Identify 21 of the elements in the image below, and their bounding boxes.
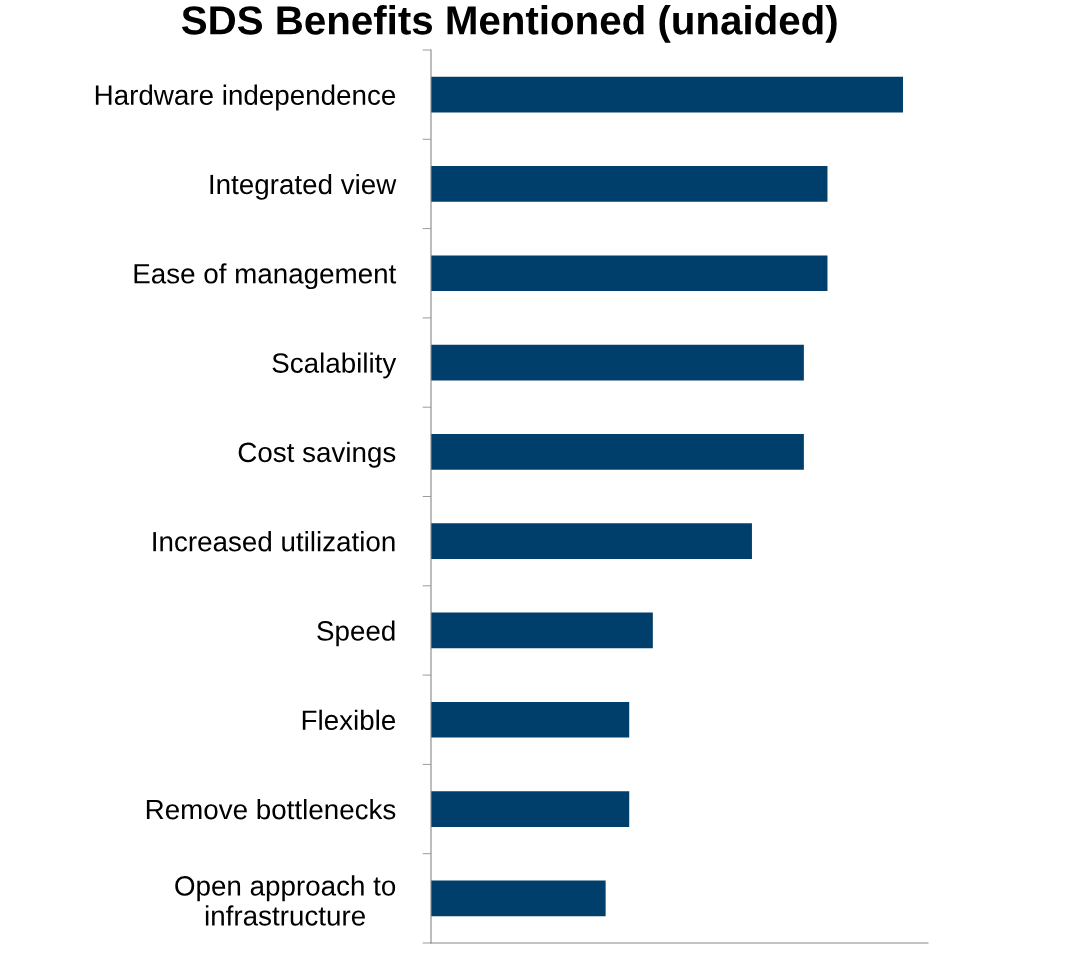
bar <box>431 523 752 560</box>
y-tick-label: Scalability <box>272 352 397 379</box>
y-tick-label: Increased utilization <box>153 531 395 552</box>
bar <box>431 166 828 202</box>
y-tick-label: Speed <box>317 620 395 647</box>
y-tick-label: Ease of management <box>134 263 397 290</box>
bar <box>431 880 606 917</box>
bar <box>431 791 630 827</box>
y-tick-label: Open approach to infrastructure <box>175 875 396 926</box>
y-tick-label: Remove bottlenecks <box>146 798 396 820</box>
bar <box>431 701 630 738</box>
bar <box>431 344 804 381</box>
y-tick-label: Flexible <box>302 709 396 731</box>
chart-title: SDS Benefits Mentioned (unaided) <box>181 5 837 43</box>
bar <box>431 255 828 292</box>
bar <box>431 76 903 113</box>
bar <box>431 612 653 649</box>
bar <box>431 433 804 470</box>
y-tick-label: Integrated view <box>210 173 397 200</box>
y-tick-label: Hardware independence <box>95 84 396 111</box>
y-tick-label: Cost savings <box>238 441 396 468</box>
